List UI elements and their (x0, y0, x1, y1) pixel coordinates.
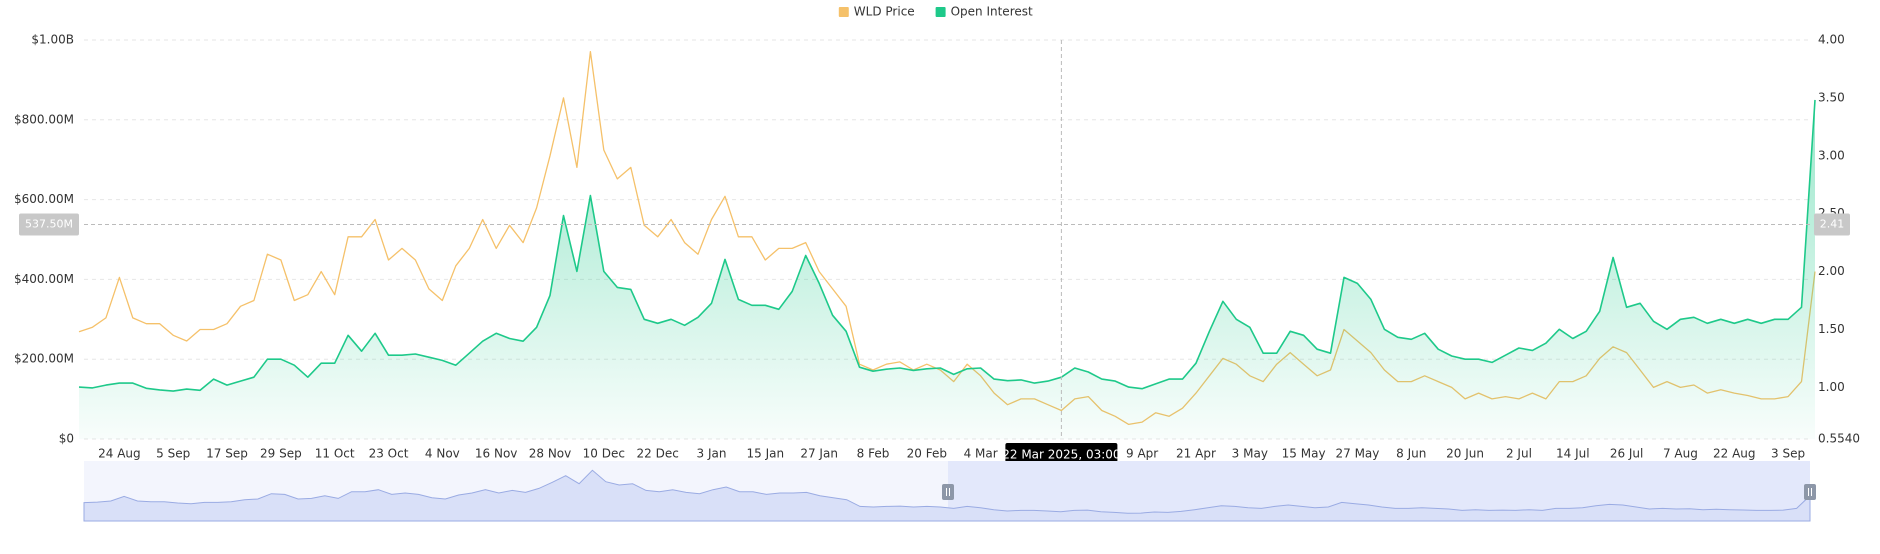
y2-tick-label: 3.50 (1818, 90, 1845, 104)
legend-swatch[interactable] (935, 7, 946, 17)
x-tick-label: 16 Nov (475, 447, 518, 461)
x-tick-label: 8 Jun (1396, 447, 1426, 461)
crosshair-x-label-bg (1005, 443, 1118, 466)
series-line (78, 99, 1816, 392)
x-tick-label: 3 May (1232, 447, 1268, 461)
x-tick-label: 3 Sep (1771, 447, 1805, 461)
x-tick-label: 5 Sep (156, 447, 190, 461)
crosshair-y-label-bg (19, 213, 79, 236)
x-tick-label: 22 Dec (637, 447, 679, 461)
x-tick-label: 20 Feb (907, 447, 947, 461)
y-tick-label: $800.00M (14, 112, 74, 126)
crosshair-y2-label-bg (1814, 213, 1850, 236)
x-tick-label: 10 Dec (583, 447, 625, 461)
x-tick-label: 4 Nov (425, 447, 460, 461)
x-tick-label: 24 Aug (98, 447, 141, 461)
x-tick-label: 9 Apr (1126, 447, 1158, 461)
x-tick-label: 17 Sep (206, 447, 248, 461)
x-tick-label: 11 Oct (315, 447, 355, 461)
legend-swatch[interactable] (838, 7, 849, 17)
legend: WLD Price Open Interest (838, 5, 1033, 19)
y2-tick-label: 4.00 (1818, 33, 1845, 47)
x-tick-label: 29 Sep (260, 447, 302, 461)
x-tick-label: 22 Aug (1713, 447, 1756, 461)
y-tick-label: $0 (59, 432, 74, 446)
y2-tick-label: 0.5540 (1818, 432, 1860, 446)
x-tick-label: 15 May (1282, 447, 1326, 461)
x-tick-label: 3 Jan (697, 447, 727, 461)
legend-label[interactable]: WLD Price (854, 5, 915, 19)
x-tick-label: 20 Jun (1446, 447, 1484, 461)
crosshair-y-label: 537.50M (25, 218, 73, 231)
y-tick-label: $600.00M (14, 192, 74, 206)
crosshair-x-label: 22 Mar 2025, 03:00 (1002, 448, 1120, 462)
y-tick-label: $200.00M (14, 352, 74, 366)
area (79, 99, 1815, 440)
x-tick-label: 21 Apr (1176, 447, 1216, 461)
y2-tick-label: 1.00 (1818, 380, 1845, 394)
x-tick-label: 7 Aug (1663, 447, 1698, 461)
x-tick-label: 4 Mar (964, 447, 998, 461)
y2-tick-label: 1.50 (1818, 322, 1845, 336)
x-tick-label: 2 Jul (1506, 447, 1532, 461)
navigator-handle[interactable] (1804, 484, 1816, 500)
x-tick-label: 15 Jan (747, 447, 785, 461)
navigator-area (83, 469, 1811, 522)
x-tick-label: 27 May (1335, 447, 1379, 461)
legend-label[interactable]: Open Interest (951, 5, 1033, 19)
x-tick-label: 28 Nov (529, 447, 572, 461)
y2-tick-label: 2.00 (1818, 264, 1845, 278)
crosshair-y2-label: 2.41 (1820, 218, 1845, 231)
y2-tick-label: 3.00 (1818, 148, 1845, 162)
y-tick-label: $400.00M (14, 272, 74, 286)
navigator-handle[interactable] (942, 484, 954, 500)
x-tick-label: 14 Jul (1556, 447, 1590, 461)
y-tick-label: $1.00B (31, 33, 74, 47)
x-tick-label: 8 Feb (857, 447, 890, 461)
x-tick-label: 27 Jan (800, 447, 838, 461)
x-tick-label: 26 Jul (1610, 447, 1644, 461)
x-tick-label: 23 Oct (369, 447, 409, 461)
